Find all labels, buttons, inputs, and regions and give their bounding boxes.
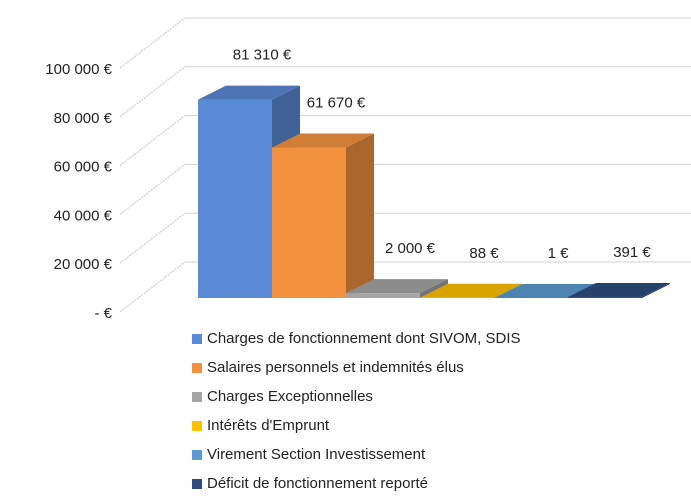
value-label: 81 310 €	[233, 47, 292, 64]
legend-label: Charges de fonctionnement dont SIVOM, SD…	[207, 330, 521, 347]
side-grid-line	[119, 163, 186, 215]
bar-top	[494, 283, 596, 298]
y-tick-label: 100 000 €	[45, 61, 112, 78]
bar	[198, 99, 272, 298]
side-grid-line	[119, 115, 186, 167]
bar-top	[346, 279, 448, 294]
value-label: 61 670 €	[307, 94, 366, 111]
legend-label: Charges Exceptionnelles	[207, 388, 373, 405]
bar-top	[420, 283, 522, 298]
y-tick-label: 80 000 €	[54, 110, 113, 127]
y-tick-label: - €	[94, 305, 112, 322]
y-tick-label: 60 000 €	[54, 159, 113, 176]
value-label: 88 €	[469, 245, 499, 262]
side-grid-line	[119, 212, 186, 264]
value-label: 2 000 €	[385, 240, 436, 257]
y-tick-label: 20 000 €	[54, 256, 113, 273]
bar-top	[198, 85, 300, 100]
bar-side	[420, 279, 448, 298]
legend-label: Virement Section Investissement	[207, 446, 426, 463]
bar	[568, 297, 642, 298]
legend-swatch	[192, 421, 202, 431]
bar-side	[346, 133, 374, 298]
bar	[272, 147, 346, 298]
bar-side	[494, 283, 522, 298]
legend-swatch	[192, 363, 202, 373]
y-tick-label: 40 000 €	[54, 207, 113, 224]
bar	[346, 293, 420, 298]
legend-swatch	[192, 392, 202, 402]
value-label: 391 €	[613, 244, 651, 261]
legend-label: Salaires personnels et indemnités élus	[207, 359, 464, 376]
bar-top	[568, 283, 670, 298]
legend-swatch	[192, 479, 202, 489]
legend-label: Déficit de fonctionnement reporté	[207, 475, 428, 492]
bar-side	[642, 283, 670, 298]
side-grid-line	[119, 66, 186, 118]
legend-swatch	[192, 450, 202, 460]
value-label: 1 €	[548, 245, 570, 262]
side-grid-line	[119, 17, 186, 69]
legend-swatch	[192, 334, 202, 344]
side-grid-line	[119, 261, 186, 313]
bar-top	[272, 133, 374, 148]
legend-label: Intérêts d'Emprunt	[207, 417, 330, 434]
